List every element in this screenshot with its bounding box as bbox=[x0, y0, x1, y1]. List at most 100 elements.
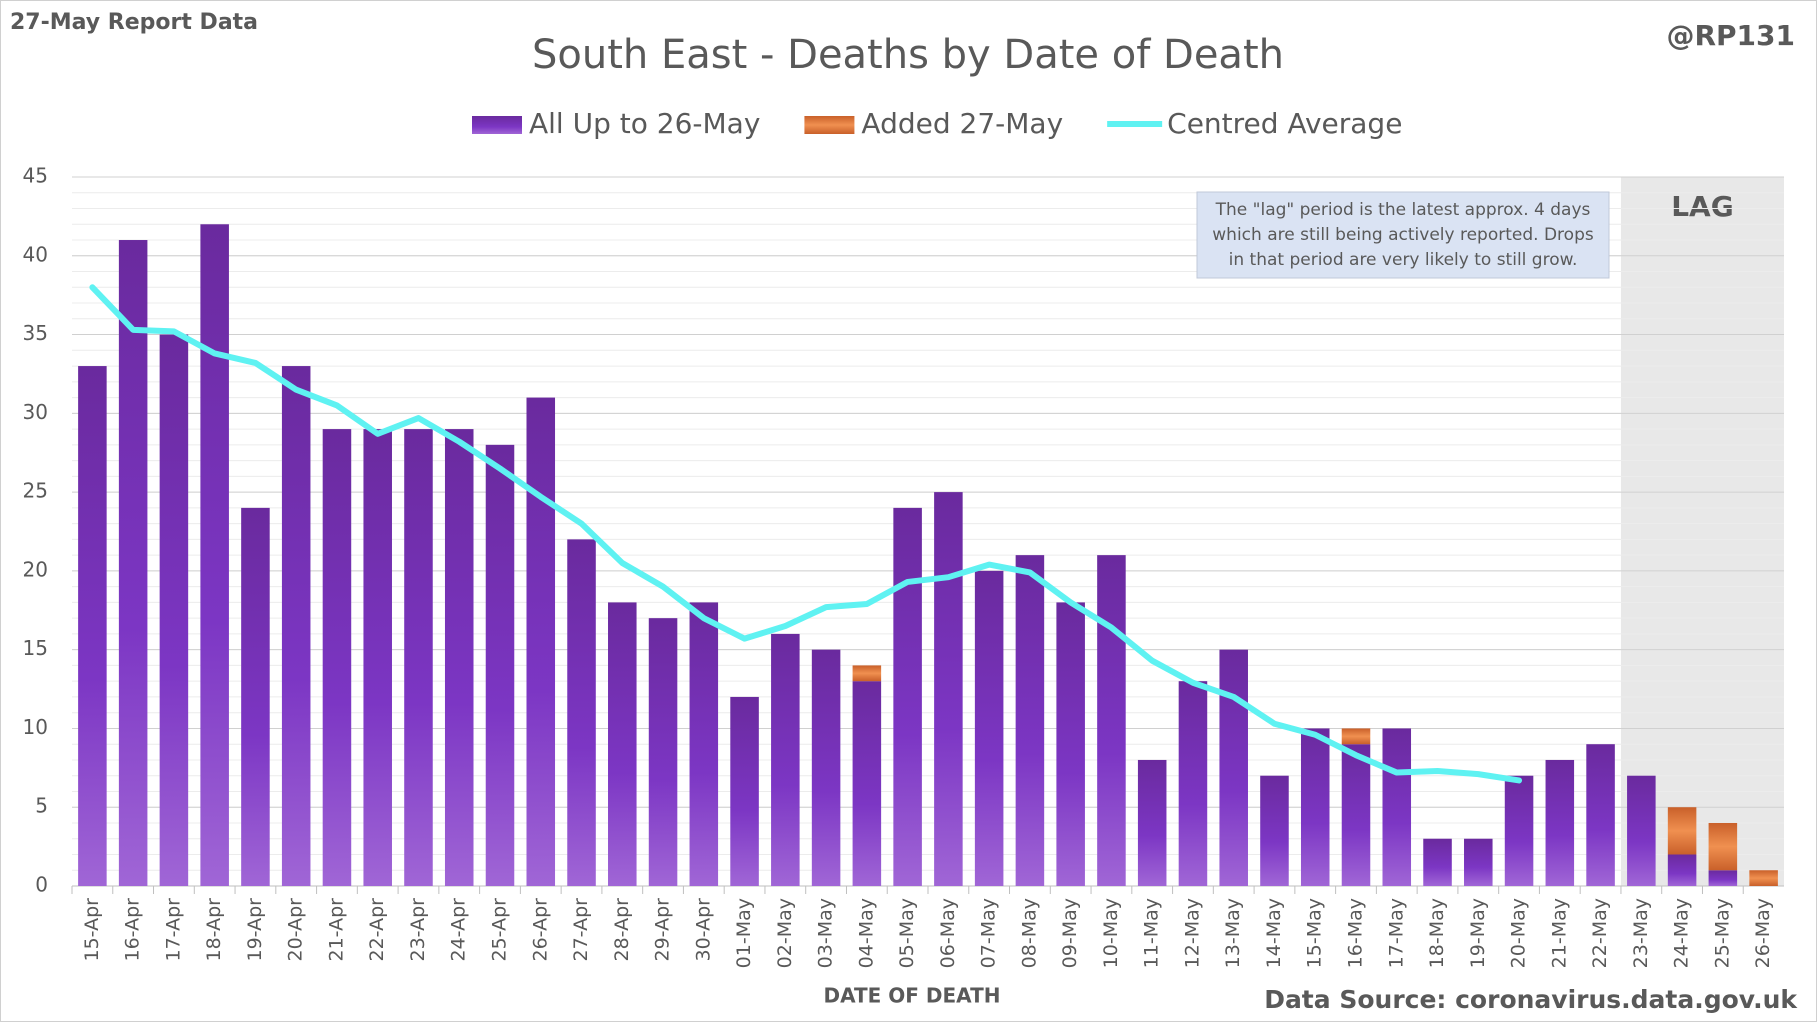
x-tick-label: 24-Apr bbox=[448, 898, 470, 962]
x-tick-label: 07-May bbox=[978, 898, 1000, 968]
average-line bbox=[89, 284, 1523, 784]
bar bbox=[363, 429, 392, 886]
x-tick-label: 29-Apr bbox=[652, 898, 674, 962]
x-tick-label: 30-Apr bbox=[692, 898, 714, 962]
y-tick-label: 40 bbox=[23, 242, 48, 266]
bar bbox=[1708, 870, 1738, 886]
x-tick-label: 20-May bbox=[1508, 898, 1530, 968]
legend-label: Added 27-May bbox=[861, 107, 1063, 140]
annotation-text: in that period are very likely to still … bbox=[1229, 250, 1578, 270]
bar bbox=[608, 602, 637, 886]
y-tick-label: 35 bbox=[23, 321, 48, 345]
bar bbox=[1545, 759, 1575, 886]
x-tick-label: 08-May bbox=[1018, 898, 1040, 968]
y-tick-label: 5 bbox=[35, 794, 48, 818]
bar bbox=[689, 602, 719, 886]
bar bbox=[322, 429, 352, 886]
y-tick-label: 30 bbox=[23, 400, 48, 424]
x-tick-label: 18-Apr bbox=[203, 898, 225, 962]
bar bbox=[852, 681, 882, 886]
y-tick-label: 10 bbox=[23, 715, 48, 739]
lag-label: LAG bbox=[1671, 190, 1734, 223]
bar bbox=[1219, 649, 1248, 886]
x-tick-label: 27-Apr bbox=[570, 898, 592, 962]
bar bbox=[1667, 854, 1697, 886]
bar bbox=[1056, 602, 1085, 886]
x-tick-label: 26-May bbox=[1752, 898, 1774, 968]
x-tick-label: 10-May bbox=[1100, 898, 1122, 968]
x-tick-label: 16-May bbox=[1345, 898, 1367, 968]
x-tick-label: 15-Apr bbox=[81, 898, 103, 962]
x-tick-label: 17-Apr bbox=[162, 898, 184, 962]
source: Data Source: coronavirus.data.gov.uk bbox=[1264, 985, 1798, 1014]
bar bbox=[1097, 555, 1126, 886]
x-tick-label: 17-May bbox=[1385, 898, 1407, 968]
x-tick-label: 01-May bbox=[733, 898, 755, 968]
x-tick-label: 19-May bbox=[1467, 898, 1489, 968]
bar bbox=[648, 618, 678, 886]
bar bbox=[893, 507, 922, 886]
bar bbox=[1667, 807, 1697, 855]
x-tick-label: 23-May bbox=[1630, 898, 1652, 968]
chart-title: South East - Deaths by Date of Death bbox=[532, 32, 1284, 78]
x-tick-label: 26-Apr bbox=[529, 898, 551, 962]
bar bbox=[852, 665, 882, 682]
x-tick-label: 25-Apr bbox=[489, 898, 511, 962]
lag-region bbox=[1620, 177, 1784, 886]
bar bbox=[1586, 744, 1615, 886]
bar bbox=[526, 397, 556, 886]
y-tick-label: 20 bbox=[23, 557, 48, 581]
bar bbox=[1300, 728, 1330, 886]
bar bbox=[730, 696, 759, 886]
x-tick-label: 12-May bbox=[1181, 898, 1203, 968]
annotation-text: The "lag" period is the latest approx. 4… bbox=[1215, 200, 1591, 220]
y-tick-label: 25 bbox=[23, 479, 48, 503]
x-axis-title: DATE OF DEATH bbox=[824, 984, 1001, 1008]
x-tick-label: 15-May bbox=[1304, 898, 1326, 968]
x-tick-label: 05-May bbox=[896, 898, 918, 968]
bar bbox=[1178, 681, 1208, 886]
y-tick-label: 45 bbox=[23, 164, 48, 188]
bar bbox=[1015, 555, 1045, 886]
legend-item: Centred Average bbox=[1107, 107, 1402, 140]
bar bbox=[118, 240, 148, 886]
bar bbox=[771, 633, 800, 886]
handle: @RP131 bbox=[1666, 19, 1795, 52]
bar bbox=[1627, 775, 1656, 886]
annotation-box bbox=[1196, 191, 1610, 279]
annotation-text: which are still being actively reported.… bbox=[1212, 225, 1594, 245]
x-tick-label: 22-May bbox=[1589, 898, 1611, 968]
legend-label: All Up to 26-May bbox=[529, 107, 760, 140]
x-tick-label: 24-May bbox=[1671, 898, 1693, 968]
x-tick-label: 18-May bbox=[1426, 898, 1448, 968]
bar bbox=[241, 507, 270, 886]
bar bbox=[200, 224, 229, 886]
y-tick-label: 15 bbox=[23, 636, 48, 660]
x-tick-label: 03-May bbox=[815, 898, 837, 968]
x-tick-label: 06-May bbox=[937, 898, 959, 968]
x-tick-label: 22-Apr bbox=[366, 898, 388, 962]
bar bbox=[444, 429, 474, 886]
legend-label: Centred Average bbox=[1167, 107, 1402, 140]
x-tick-label: 21-Apr bbox=[325, 898, 347, 962]
bar bbox=[1260, 775, 1289, 886]
legend-swatch bbox=[472, 116, 522, 134]
bar bbox=[974, 570, 1004, 886]
x-tick-label: 28-Apr bbox=[611, 898, 633, 962]
x-tick-label: 16-Apr bbox=[122, 898, 144, 962]
bar bbox=[485, 444, 515, 886]
bar bbox=[934, 492, 963, 886]
report-label: 27-May Report Data bbox=[10, 10, 258, 35]
legend-item: Added 27-May bbox=[804, 107, 1063, 140]
x-tick-label: 11-May bbox=[1141, 898, 1163, 968]
bar bbox=[159, 334, 189, 886]
x-tick-label: 14-May bbox=[1263, 898, 1285, 968]
bar bbox=[281, 366, 311, 887]
bar bbox=[1341, 728, 1371, 745]
legend-swatch bbox=[804, 116, 855, 134]
x-tick-label: 23-Apr bbox=[407, 898, 429, 962]
x-tick-label: 04-May bbox=[855, 898, 877, 968]
bar bbox=[1423, 838, 1452, 886]
bar bbox=[811, 649, 841, 886]
